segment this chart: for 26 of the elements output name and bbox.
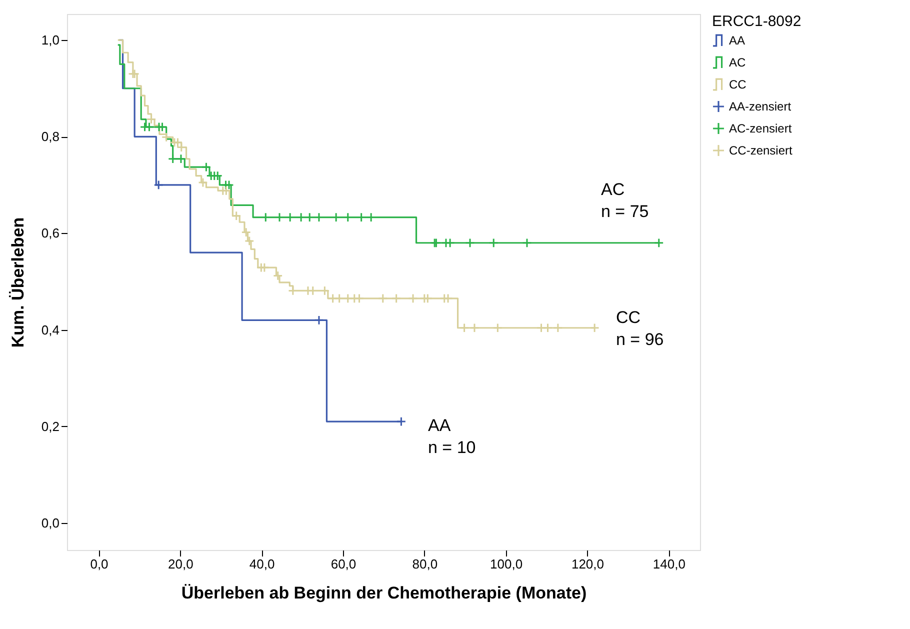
y-tick-label: 1,0 bbox=[41, 32, 60, 48]
legend-label: AC-zensiert bbox=[729, 122, 792, 136]
x-tick-label: 40,0 bbox=[249, 556, 275, 572]
annotation: CC n = 96 bbox=[616, 308, 664, 349]
legend-title: ERCC1-8092 bbox=[712, 13, 802, 30]
x-axis-title: Überleben ab Beginn der Chemotherapie (Monate) bbox=[181, 584, 587, 602]
legend-label: AA bbox=[729, 34, 746, 48]
y-tick-label: 0,6 bbox=[41, 226, 60, 241]
x-tick-label: 80,0 bbox=[412, 556, 438, 572]
x-tick-label: 20,0 bbox=[168, 556, 194, 572]
y-tick-label: 0,8 bbox=[41, 129, 60, 144]
x-tick-label: 120,0 bbox=[571, 556, 604, 572]
y-axis-title: Kum. Überleben bbox=[8, 217, 28, 348]
annotation: AC n = 75 bbox=[601, 180, 649, 221]
legend-label: CC-zensiert bbox=[729, 144, 794, 158]
legend-label: CC bbox=[729, 78, 747, 92]
y-tick-label: 0,0 bbox=[41, 515, 60, 530]
x-tick-label: 100,0 bbox=[490, 556, 523, 572]
y-tick-label: 0,2 bbox=[41, 418, 60, 434]
legend-label: AC bbox=[729, 56, 746, 70]
x-tick-label: 60,0 bbox=[330, 556, 356, 572]
legend-label: AA-zensiert bbox=[729, 100, 792, 114]
annotation: AA n = 10 bbox=[428, 416, 476, 457]
y-tick-label: 0,4 bbox=[41, 322, 60, 338]
x-tick-label: 0,0 bbox=[90, 556, 108, 572]
x-tick-label: 140,0 bbox=[652, 556, 686, 572]
